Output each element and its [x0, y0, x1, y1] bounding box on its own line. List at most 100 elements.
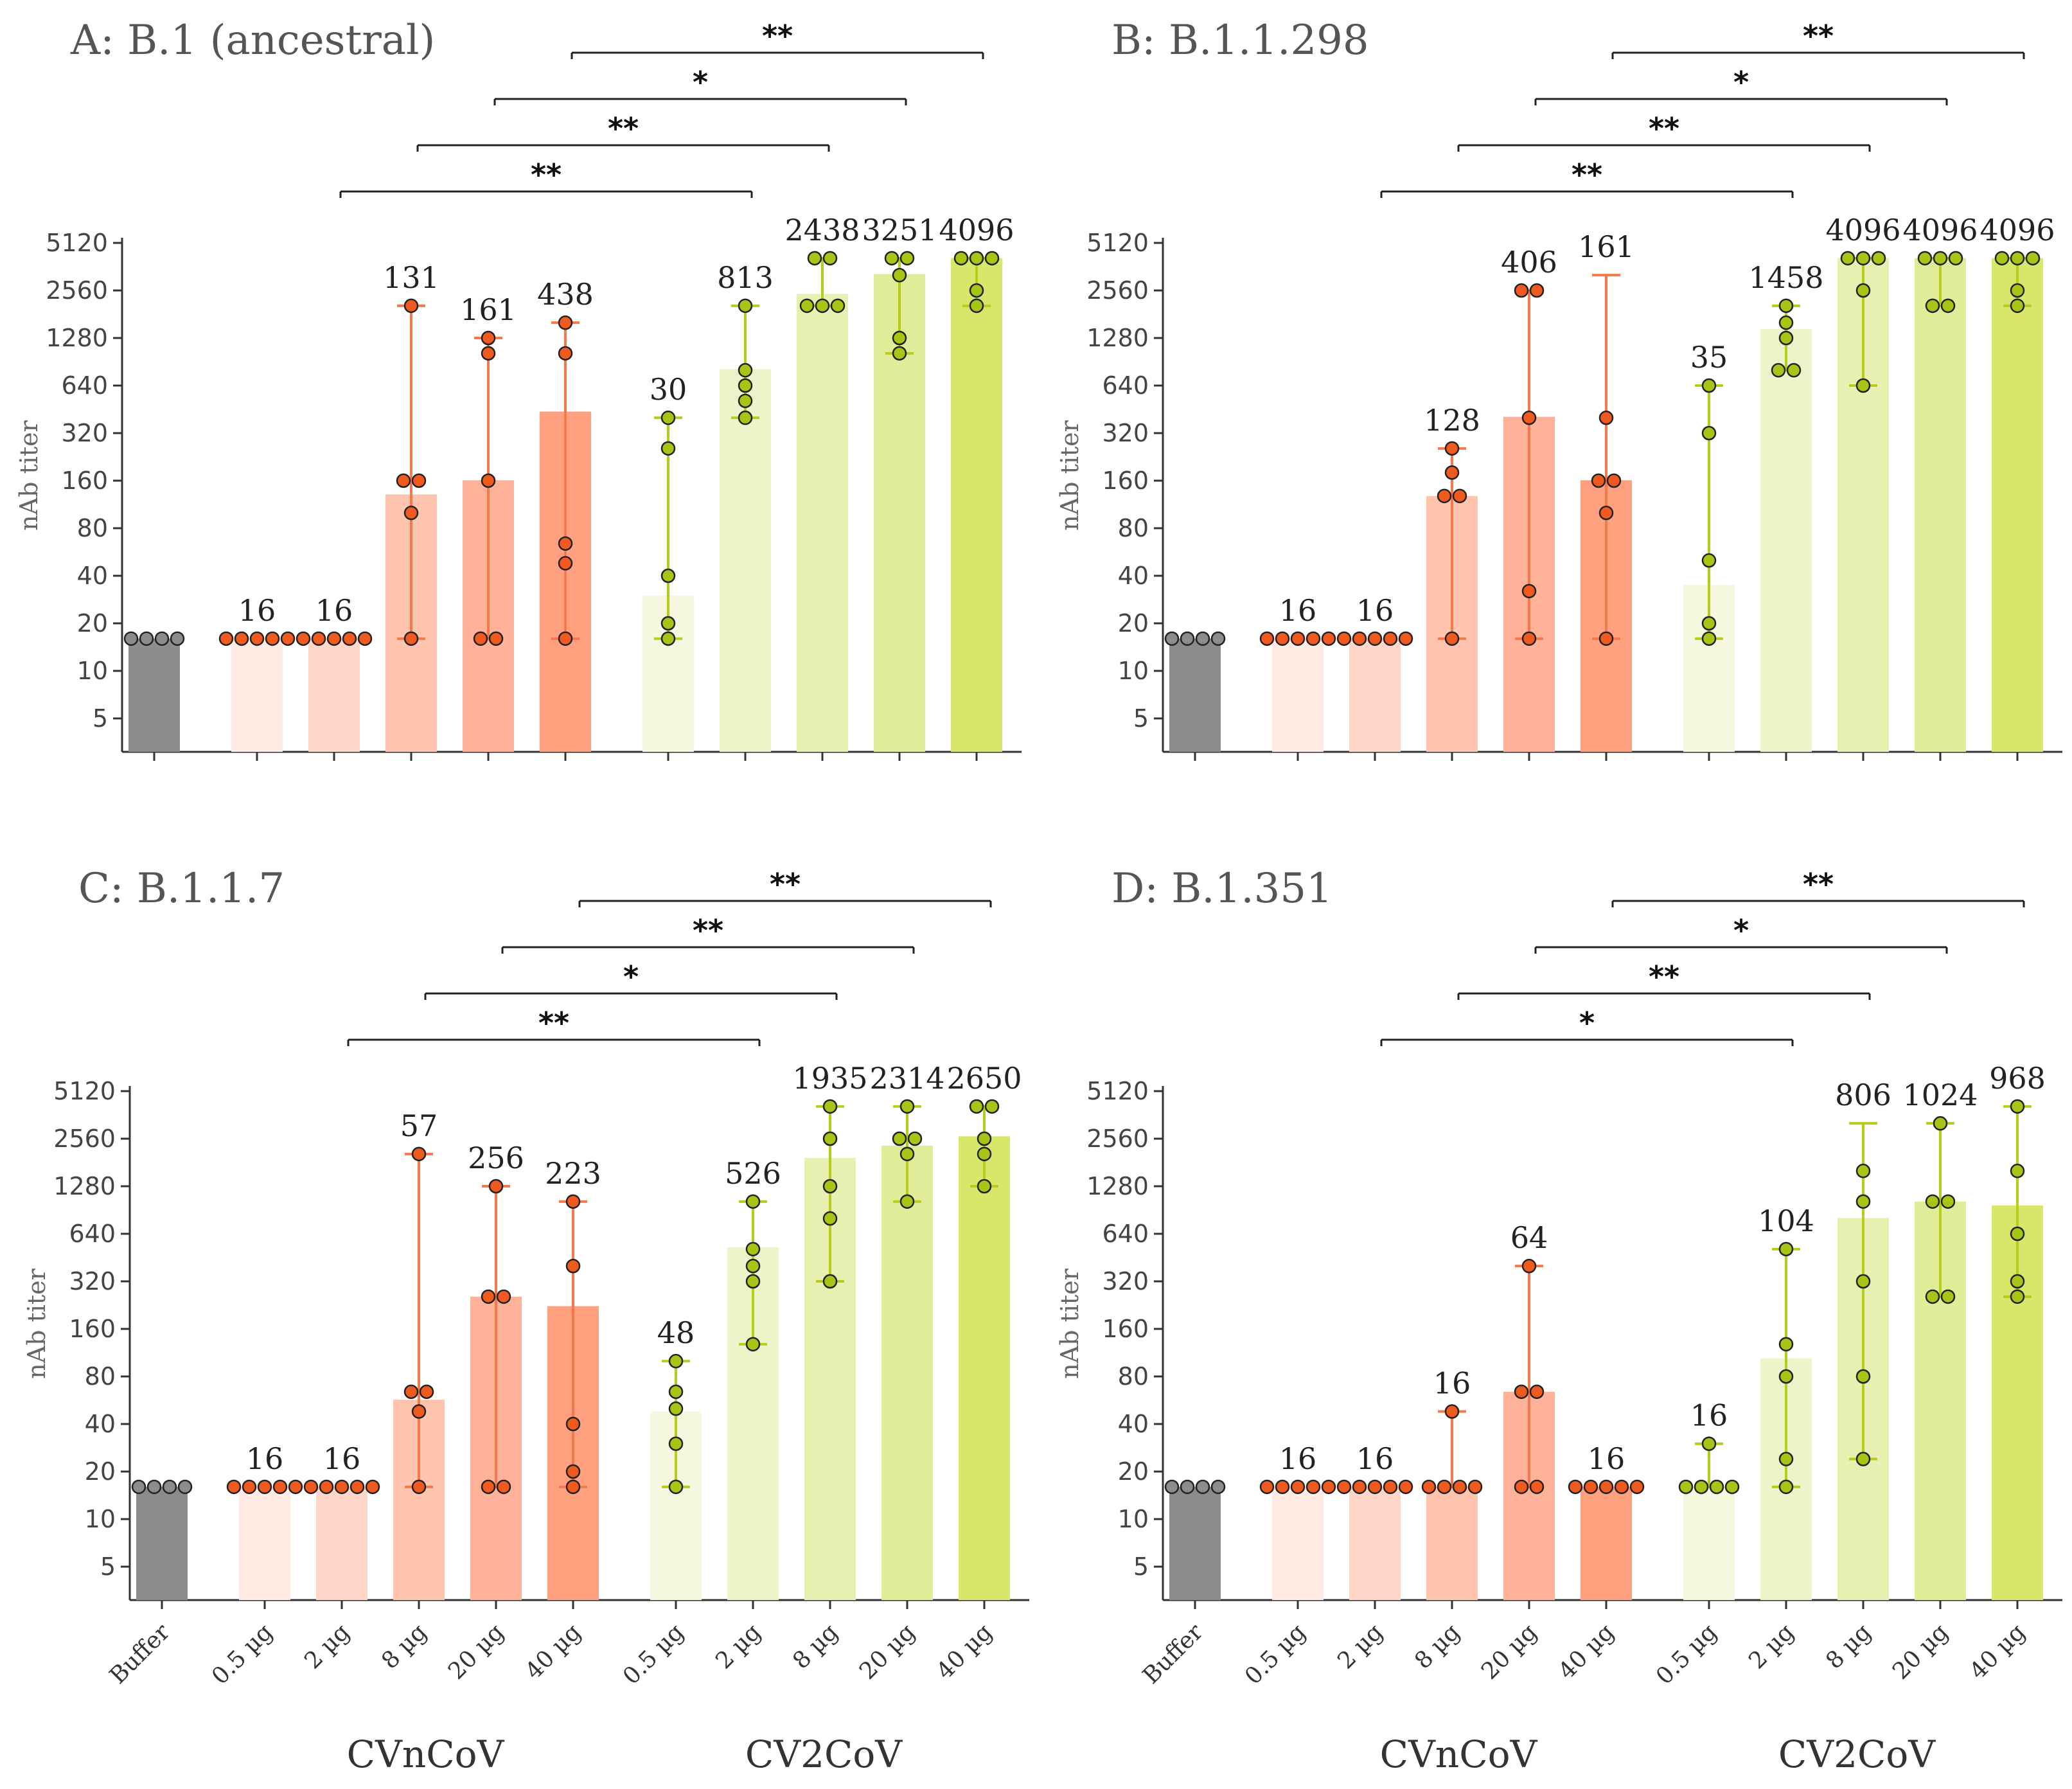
x-tick-label: 20 µg [443, 1619, 509, 1684]
bar [1272, 1486, 1324, 1600]
data-point [668, 1353, 684, 1369]
y-tick-label: 1280 [53, 1172, 116, 1200]
data-point [2010, 283, 2025, 298]
data-point [1778, 1369, 1794, 1384]
data-point [745, 1274, 761, 1289]
data-point [1591, 473, 1606, 488]
data-point [1701, 616, 1717, 631]
data-point [1606, 473, 1622, 488]
data-point [1855, 283, 1871, 298]
data-point [668, 1436, 684, 1451]
data-point [1367, 631, 1383, 646]
data-point [1629, 1479, 1645, 1495]
value-label: 4096 [1825, 213, 1900, 247]
data-point [1855, 1369, 1871, 1384]
y-tick-label: 5 [93, 704, 108, 733]
x-tick-label: 2 µg [1744, 1619, 1799, 1674]
x-tick-label: 0.5 µg [207, 1619, 278, 1689]
data-point [280, 631, 296, 646]
data-point [1210, 1479, 1226, 1495]
data-point [1701, 1436, 1717, 1451]
significance-label: ** [1649, 959, 1679, 994]
value-label: 128 [1424, 403, 1480, 438]
value-label: 438 [537, 277, 594, 312]
x-tick-label: 0.5 µg [1651, 1619, 1722, 1689]
x-tick-label: 0.5 µg [1240, 1619, 1311, 1689]
bar [1581, 1486, 1632, 1600]
data-point [1701, 425, 1717, 441]
y-tick-label: 2560 [53, 1125, 116, 1153]
data-point [403, 298, 419, 314]
data-point [660, 568, 676, 583]
data-point [558, 346, 573, 361]
data-point [1709, 1479, 1724, 1495]
value-label: 48 [657, 1315, 695, 1350]
data-point [1367, 1479, 1383, 1495]
data-point [1444, 631, 1460, 646]
data-point [481, 1479, 496, 1495]
data-point [226, 1479, 242, 1495]
y-axis-label: nAb titer [1056, 1268, 1084, 1379]
data-point [1521, 583, 1537, 599]
data-point [1180, 1479, 1195, 1495]
data-point [738, 410, 753, 425]
data-point [1398, 631, 1413, 646]
data-point [984, 1099, 1000, 1114]
significance-label: ** [770, 867, 801, 902]
data-point [296, 631, 311, 646]
data-point [1275, 1479, 1290, 1495]
data-point [170, 631, 185, 646]
data-point [411, 1146, 427, 1162]
data-point [1598, 410, 1614, 425]
data-point [1444, 1404, 1460, 1419]
value-label: 30 [650, 372, 687, 407]
y-tick-label: 20 [1118, 609, 1149, 637]
data-point [2010, 298, 2025, 314]
y-tick-label: 5120 [46, 229, 108, 257]
y-tick-label: 320 [1102, 419, 1149, 447]
significance-bracket: ** [347, 1006, 761, 1046]
data-point [984, 251, 1000, 266]
data-point [899, 1194, 915, 1209]
bar [136, 1486, 188, 1600]
x-tick-label: 8 µg [1410, 1619, 1465, 1674]
data-point [411, 1404, 427, 1419]
data-point [565, 1479, 581, 1495]
y-tick-label: 1280 [1086, 1172, 1149, 1200]
data-point [1521, 631, 1537, 646]
data-point [822, 251, 838, 266]
value-label: 131 [383, 260, 439, 295]
data-point [1259, 631, 1275, 646]
data-point [1306, 631, 1321, 646]
value-label: 16 [1588, 1441, 1625, 1476]
group-label-cvncov: CVnCoV [347, 1732, 505, 1776]
data-point [1855, 1452, 1871, 1466]
y-tick-label: 640 [1102, 371, 1149, 400]
data-point [1855, 1274, 1871, 1289]
x-tick-label: 40 µg [932, 1619, 997, 1684]
data-point [977, 1146, 992, 1162]
y-tick-label: 320 [1102, 1267, 1149, 1295]
data-point [668, 1401, 684, 1416]
x-tick-label: 8 µg [1821, 1619, 1876, 1674]
data-point [969, 251, 984, 266]
data-point [396, 473, 411, 488]
data-point [1514, 283, 1529, 298]
y-tick-label: 10 [77, 657, 108, 685]
value-label: 35 [1690, 340, 1728, 375]
data-point [473, 631, 488, 646]
data-point [807, 251, 822, 266]
significance-bracket: ** [1611, 19, 2025, 59]
data-point [123, 631, 139, 646]
data-point [1786, 362, 1802, 378]
x-tick-label: 2 µg [299, 1619, 355, 1674]
data-point [1437, 488, 1452, 504]
data-point [1855, 251, 1871, 266]
data-point [1614, 1479, 1629, 1495]
y-tick-label: 640 [61, 371, 108, 400]
chart-title: A: B.1 (ancestral) [70, 17, 435, 64]
data-point [558, 556, 573, 571]
data-point [411, 473, 427, 488]
data-point [1994, 251, 2010, 266]
value-label: 256 [468, 1141, 524, 1175]
